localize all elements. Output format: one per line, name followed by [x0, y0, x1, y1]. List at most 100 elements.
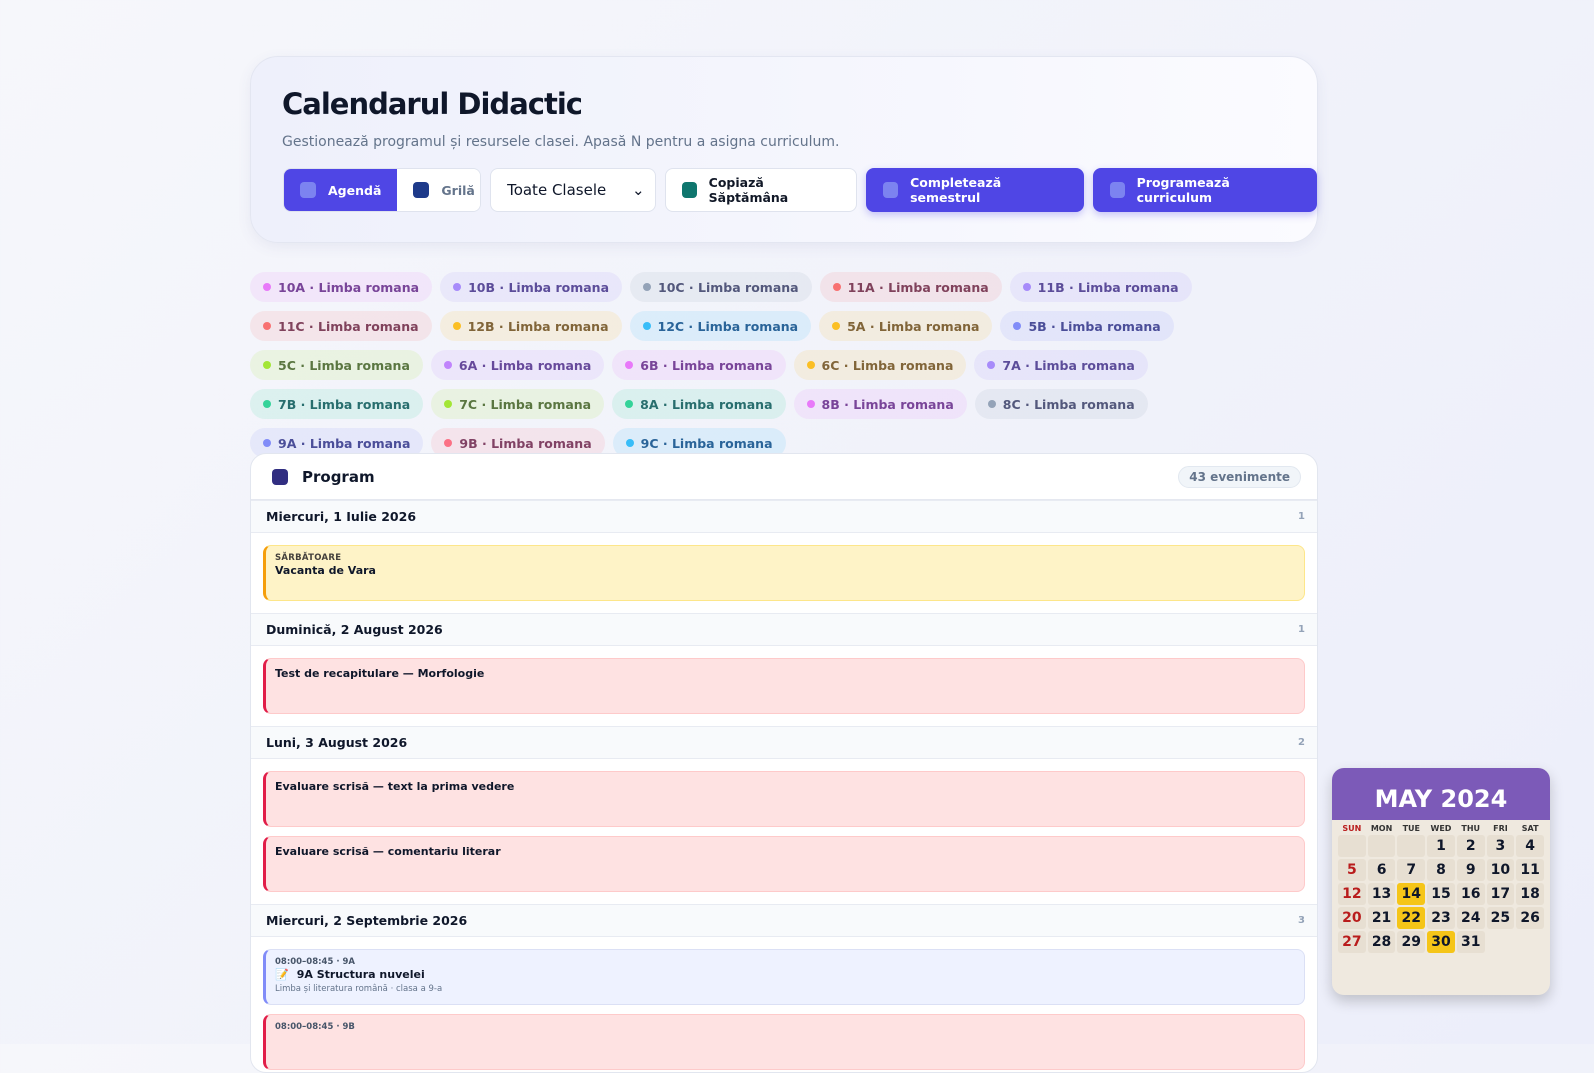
class-chips: 10A · Limba romana 10B · Limba romana 10C … — [250, 272, 1318, 458]
weekday: TUE — [1402, 824, 1420, 833]
event-card[interactable]: SĂRBĂTOARE Vacanta de Vara — [263, 545, 1305, 601]
day: 21 — [1367, 907, 1396, 929]
chip-label: 8B · Limba romana — [821, 396, 954, 412]
event-card[interactable]: 08:00–08:45 · 9A 📝 9A Structura nuvelei Lim… — [263, 949, 1305, 1005]
header-card: Calendarul Didactic Gestionează programu… — [250, 56, 1318, 243]
event-title-text: Evaluare scrisă — text la prima vedere — [275, 780, 515, 793]
event-title-text: Vacanta de Vara — [275, 564, 376, 577]
icon — [1109, 182, 1125, 198]
day: 27 — [1338, 931, 1366, 953]
day-header: Duminică, 2 August 2026 1 — [251, 613, 1317, 646]
dot — [263, 400, 271, 408]
day-events: SĂRBĂTOARE Vacanta de Vara — [251, 533, 1317, 613]
label: Programează curriculum — [1136, 175, 1230, 205]
class-chip[interactable]: 6B · Limba romana — [612, 350, 786, 380]
event-card[interactable]: Test de recapitulare — Morfologie — [263, 658, 1305, 714]
class-chip[interactable]: 8C · Limba romana — [974, 389, 1148, 419]
day: 31 — [1456, 931, 1485, 953]
chip-label: 9C · Limba romana — [640, 435, 773, 451]
day: 23 — [1427, 907, 1455, 929]
dot — [806, 400, 815, 408]
program-panel: Program 43 evenimente Miercuri, 1 Iulie 20… — [250, 453, 1318, 1073]
dot — [1022, 283, 1031, 291]
chip-label: 6B · Limba romana — [640, 357, 773, 373]
label: Copiază Săptămâna — [708, 175, 789, 205]
day: 14 — [1397, 883, 1426, 905]
event-card[interactable]: Evaluare scrisă — comentariu literar — [263, 836, 1305, 892]
weekday: WED — [1430, 824, 1452, 833]
chip-label: 6A · Limba romana — [458, 357, 592, 373]
class-select[interactable]: Toate Clasele ⌄ — [490, 168, 656, 212]
chip-label: 7C · Limba romana — [459, 396, 592, 412]
dot — [625, 400, 634, 408]
class-chip[interactable]: 11A · Limba romana — [819, 272, 1002, 302]
dot — [452, 322, 461, 330]
day-date: Duminică, 2 August 2026 — [266, 622, 443, 637]
label: Agendă — [328, 182, 382, 198]
chip-label: 8C · Limba romana — [1002, 396, 1135, 412]
class-chip[interactable]: 10A · Limba romana — [250, 272, 433, 302]
icon — [681, 182, 697, 198]
chevron: ⌄ — [631, 181, 645, 199]
class-chip[interactable]: 6C · Limba romana — [793, 350, 967, 380]
day: 30 — [1427, 931, 1455, 953]
weekday: FRI — [1493, 824, 1508, 833]
chip-label: 10B · Limba romana — [468, 279, 610, 295]
day: 9 — [1456, 859, 1485, 881]
class-chip[interactable]: 7A · Limba romana — [974, 350, 1148, 380]
weekday: MON — [1370, 824, 1393, 833]
class-chip[interactable]: 6A · Limba romana — [430, 350, 605, 380]
event-title-text: Test de recapitulare — Morfologie — [275, 667, 485, 680]
class-chip[interactable]: 5B · Limba romana — [1000, 311, 1174, 341]
view-button[interactable]: Agendă — [284, 169, 398, 211]
chip-label: 12B · Limba romana — [467, 318, 609, 334]
class-chip[interactable]: 10C · Limba romana — [630, 272, 812, 302]
event-card[interactable]: 08:00–08:45 · 9B — [263, 1014, 1305, 1070]
sticker-grid: SUN MON TUE WED THU FRI SAT 1 2 3 4 5 6 7 8 9 10 11 12 13 14… — [1332, 820, 1550, 957]
class-chip[interactable]: 5C · Limba romana — [250, 350, 423, 380]
day: 20 — [1338, 907, 1366, 929]
weekday: SUN — [1342, 824, 1362, 833]
day: 17 — [1486, 883, 1515, 905]
day-date: Luni, 3 August 2026 — [266, 735, 408, 750]
day: 6 — [1367, 859, 1396, 881]
class-chip[interactable]: 10B · Limba romana — [440, 272, 623, 302]
chip-label: 5A · Limba romana — [847, 318, 980, 334]
action-button[interactable]: Completează semestrul — [865, 168, 1084, 212]
class-chip[interactable]: 7C · Limba romana — [431, 389, 605, 419]
class-chip[interactable]: 5A · Limba romana — [819, 311, 993, 341]
class-chip[interactable]: 8A · Limba romana — [612, 389, 786, 419]
view-switch: Agendă Grilă — [283, 168, 482, 212]
day-count: 3 — [1298, 915, 1305, 926]
day: 3 — [1486, 835, 1515, 857]
dot — [443, 361, 452, 369]
day — [1338, 835, 1366, 857]
day: 22 — [1397, 907, 1426, 929]
title: Calendarul Didactic — [282, 87, 583, 121]
class-chip[interactable]: 11C · Limba romana — [250, 311, 432, 341]
chip-label: 7A · Limba romana — [1002, 357, 1135, 373]
action-button[interactable]: Copiază Săptămâna — [664, 168, 857, 212]
chip-label: 6C · Limba romana — [821, 357, 954, 373]
day: 26 — [1516, 907, 1544, 929]
dot — [1013, 322, 1022, 330]
dot — [263, 439, 271, 447]
event-card[interactable]: Evaluare scrisă — text la prima vedere — [263, 771, 1305, 827]
class-chip[interactable]: 12C · Limba romana — [629, 311, 812, 341]
dot — [642, 322, 651, 330]
action-button[interactable]: Programează curriculum — [1092, 168, 1317, 212]
day: 28 — [1367, 931, 1396, 953]
event-time: 08:00–08:45 · 9A — [275, 957, 356, 967]
day-count: 1 — [1298, 624, 1305, 635]
class-chip[interactable]: 8B · Limba romana — [793, 389, 967, 419]
view-button[interactable]: Grilă — [397, 169, 481, 211]
program-header: Program 43 evenimente — [251, 454, 1317, 500]
class-chip[interactable]: 11B · Limba romana — [1009, 272, 1192, 302]
label: Grilă — [441, 182, 475, 198]
class-chip[interactable]: 12B · Limba romana — [439, 311, 622, 341]
day-header: Miercuri, 1 Iulie 2026 1 — [251, 500, 1317, 533]
class-chip[interactable]: 7B · Limba romana — [250, 389, 424, 419]
day-events: Evaluare scrisă — text la prima vedere Ev… — [251, 759, 1317, 904]
day: 16 — [1456, 883, 1485, 905]
